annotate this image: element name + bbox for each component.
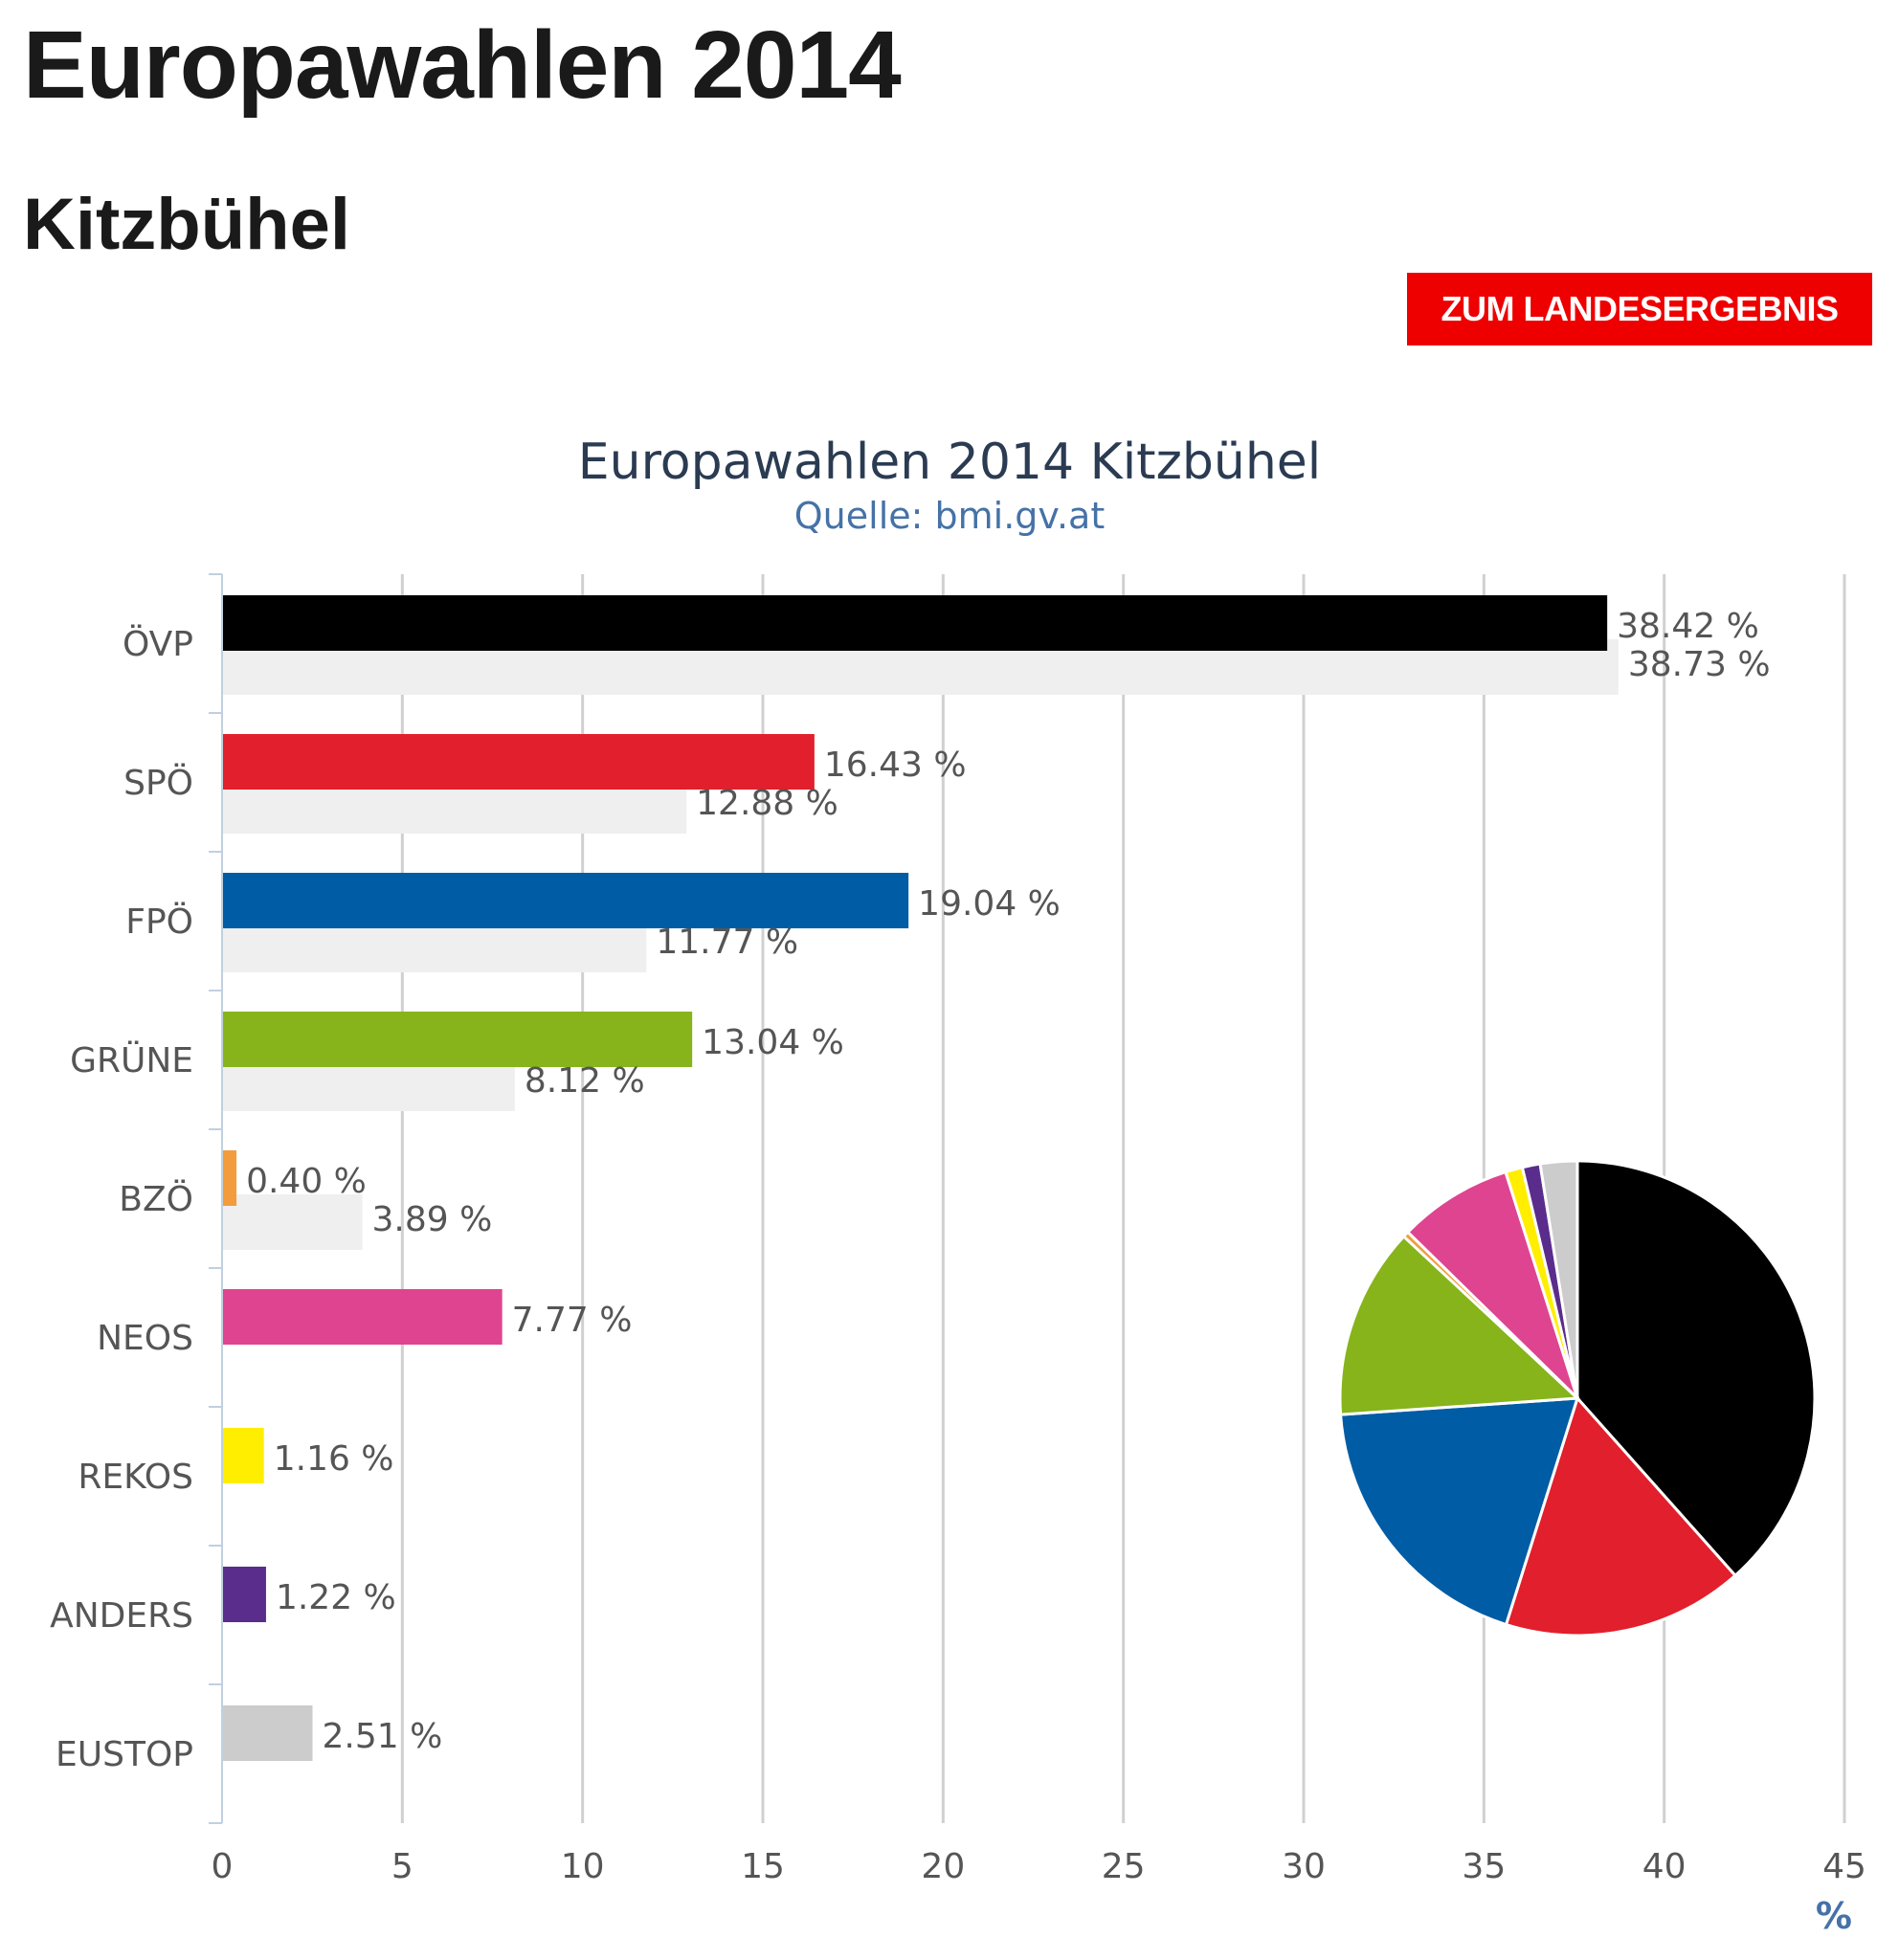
x-tick-label-45: 45 xyxy=(1822,1847,1866,1886)
bar-2014-anders xyxy=(222,1567,266,1622)
category-label-fpoe: FPÖ xyxy=(125,902,193,942)
data-label-2014-oevp: 38.42 % xyxy=(1617,607,1759,646)
pie-slice-gruene xyxy=(1338,1234,1581,1416)
x-tick-label-35: 35 xyxy=(1462,1847,1506,1886)
category-label-bzoe: BZÖ xyxy=(119,1179,193,1219)
page-title: Europawahlen 2014 xyxy=(23,11,902,119)
bars xyxy=(222,595,1619,1761)
x-tick-label-25: 25 xyxy=(1102,1847,1146,1886)
bar-2014-rekos xyxy=(222,1428,264,1483)
category-label-gruene: GRÜNE xyxy=(70,1040,193,1080)
bar-2014-neos xyxy=(222,1289,503,1345)
data-label-2009-fpoe: 11.77 % xyxy=(656,923,798,962)
data-label-2014-anders: 1.22 % xyxy=(276,1578,396,1617)
x-tick-label-5: 5 xyxy=(391,1847,413,1886)
region-title: Kitzbühel xyxy=(23,184,350,265)
landesergebnis-button[interactable]: ZUM LANDESERGEBNIS xyxy=(1407,273,1872,345)
x-tick-label-40: 40 xyxy=(1642,1847,1687,1886)
chart-title: Europawahlen 2014 Kitzbühel xyxy=(578,434,1321,491)
x-tick-label-15: 15 xyxy=(741,1847,785,1886)
data-label-2009-spoe: 12.88 % xyxy=(696,784,838,823)
data-label-2014-eustop: 2.51 % xyxy=(323,1717,443,1756)
data-label-2014-rekos: 1.16 % xyxy=(274,1439,394,1479)
bar-2014-spoe xyxy=(222,734,815,790)
pie-slice-fpoe xyxy=(1338,1396,1580,1627)
inset-pie-chart xyxy=(1338,1159,1817,1637)
bar-2014-fpoe xyxy=(222,873,909,928)
x-tick-label-0: 0 xyxy=(212,1847,234,1886)
bar-2014-oevp xyxy=(222,595,1608,651)
data-label-2014-bzoe: 0.40 % xyxy=(246,1162,367,1201)
x-tick-label-20: 20 xyxy=(921,1847,965,1886)
bar-2014-bzoe xyxy=(222,1150,237,1206)
category-label-neos: NEOS xyxy=(97,1319,193,1358)
axes: 0 5 10 15 20 25 30 35 40 45 ÖVP SPÖ FPÖ GRÜNE BZÖ NEOS R… xyxy=(50,573,1866,1886)
pie-slice-neos xyxy=(1405,1169,1579,1400)
x-axis-unit-label: % xyxy=(1816,1895,1852,1937)
category-label-anders: ANDERS xyxy=(50,1596,193,1636)
x-tick-label-30: 30 xyxy=(1282,1847,1326,1886)
data-label-2009-bzoe: 3.89 % xyxy=(372,1200,493,1239)
category-label-oevp: ÖVP xyxy=(123,624,193,664)
data-label-2014-fpoe: 19.04 % xyxy=(918,884,1061,924)
chart-subtitle: Quelle: bmi.gv.at xyxy=(794,495,1105,537)
category-label-spoe: SPÖ xyxy=(123,763,193,803)
bar-2009-bzoe xyxy=(222,1194,363,1250)
data-labels: 38.73 %38.42 % 12.88 %16.43 % 11.77 % 19.04… xyxy=(246,607,1770,1756)
bar-2014-eustop xyxy=(222,1705,313,1761)
category-label-eustop: EUSTOP xyxy=(56,1735,193,1774)
bar-2014-gruene xyxy=(222,1012,693,1067)
data-label-2014-spoe: 16.43 % xyxy=(824,746,967,785)
pie-slice-eustop xyxy=(1538,1159,1579,1399)
data-label-2014-gruene: 13.04 % xyxy=(702,1023,844,1062)
data-label-2009-oevp: 38.73 % xyxy=(1628,645,1771,684)
pie-slice-spoe xyxy=(1504,1395,1738,1637)
data-label-2009-gruene: 8.12 % xyxy=(525,1061,645,1101)
x-tick-label-10: 10 xyxy=(561,1847,605,1886)
data-label-2014-neos: 7.77 % xyxy=(512,1301,633,1340)
pie-slice-oevp xyxy=(1575,1159,1817,1578)
category-label-rekos: REKOS xyxy=(78,1458,193,1497)
